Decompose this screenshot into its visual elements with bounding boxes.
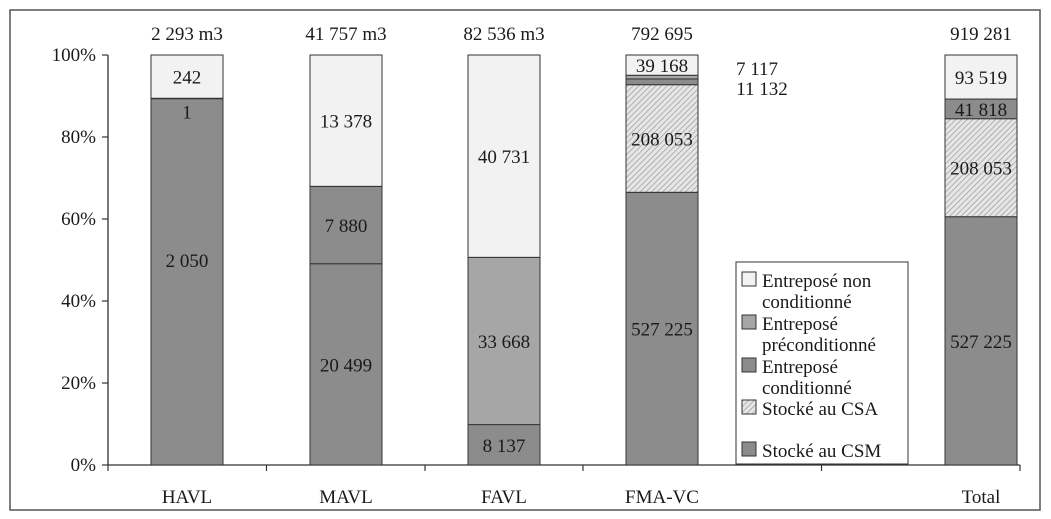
legend-label: conditionné bbox=[762, 292, 852, 313]
legend-label: Entreposé non bbox=[762, 271, 872, 292]
bar-segment bbox=[625, 84, 699, 193]
data-label: 40 731 bbox=[478, 147, 530, 168]
bar-total-label: 919 281 bbox=[950, 24, 1012, 45]
data-label: 11 132 bbox=[736, 79, 788, 100]
legend: Entreposé nonconditionnéEntreposéprécond… bbox=[735, 261, 909, 465]
bar-segment bbox=[944, 216, 1018, 466]
x-tick-label: FAVL bbox=[481, 487, 527, 508]
x-tick-label: FMA-VC bbox=[625, 487, 699, 508]
bar-total-label: 2 293 m3 bbox=[151, 24, 223, 45]
bar-segment bbox=[150, 54, 224, 99]
bar-segment bbox=[150, 97, 224, 466]
x-tick-label: MAVL bbox=[319, 487, 373, 508]
legend-label: Stocké au CSA bbox=[762, 399, 878, 420]
bar-segment bbox=[467, 256, 541, 426]
data-label: 7 880 bbox=[325, 216, 368, 237]
data-label: 93 519 bbox=[955, 68, 1007, 89]
x-tick-label: HAVL bbox=[162, 487, 212, 508]
bars bbox=[150, 54, 1018, 466]
bar-total-label: 82 536 m3 bbox=[463, 24, 544, 45]
bar-segment bbox=[625, 191, 699, 466]
legend-swatch bbox=[741, 357, 757, 373]
legend-label: conditionné bbox=[762, 378, 852, 399]
data-label: 1 bbox=[182, 102, 192, 123]
legend-swatch bbox=[741, 314, 757, 330]
legend-label: Entreposé bbox=[762, 314, 838, 335]
y-tick-label: 20% bbox=[61, 373, 96, 394]
bar-segment bbox=[467, 54, 541, 258]
y-tick-label: 100% bbox=[52, 45, 97, 66]
data-label: 7 117 bbox=[736, 59, 778, 80]
legend-label: Entreposé bbox=[762, 357, 838, 378]
bar-segment bbox=[309, 185, 383, 265]
y-tick-label: 40% bbox=[61, 291, 96, 312]
bar-segment bbox=[944, 118, 1018, 218]
data-labels: 2 050 1 242 20 499 7 880 13 378 8 137 33 668 40 … bbox=[166, 56, 1012, 457]
data-label: 20 499 bbox=[320, 355, 372, 376]
data-label: 527 225 bbox=[950, 332, 1012, 353]
bar-total-label: 41 757 m3 bbox=[305, 24, 386, 45]
data-label: 527 225 bbox=[631, 320, 693, 341]
data-label: 33 668 bbox=[478, 332, 530, 353]
data-label: 208 053 bbox=[631, 130, 693, 151]
data-label: 41 818 bbox=[955, 100, 1007, 121]
data-label: 208 053 bbox=[950, 159, 1012, 180]
bar-segment bbox=[467, 424, 541, 466]
legend-swatch bbox=[741, 271, 757, 287]
bar-total-label: 792 695 bbox=[631, 24, 693, 45]
legend-label: Stocké au CSM bbox=[762, 441, 881, 462]
x-tick-label: Total bbox=[962, 487, 1001, 508]
bar-segment bbox=[625, 78, 699, 86]
bar-segment bbox=[309, 54, 383, 187]
data-label: 8 137 bbox=[483, 436, 526, 457]
bar-segment bbox=[625, 54, 699, 76]
data-label: 242 bbox=[173, 68, 202, 89]
data-label: 39 168 bbox=[636, 56, 688, 77]
axes: 0% 20% 40% 60% 80% 100% HAVL 2 293 m3 MAVL 41 757… bbox=[52, 24, 1021, 508]
legend-label: préconditionné bbox=[762, 335, 876, 356]
y-tick-label: 60% bbox=[61, 209, 96, 230]
data-label: 13 378 bbox=[320, 112, 372, 133]
legend-box bbox=[735, 261, 909, 465]
legend-swatch bbox=[741, 399, 757, 415]
bar-segment bbox=[944, 54, 1018, 100]
legend-swatch bbox=[741, 441, 757, 457]
y-tick-label: 80% bbox=[61, 127, 96, 148]
data-label: 2 050 bbox=[166, 251, 209, 272]
chart-frame bbox=[9, 9, 1041, 511]
y-tick-label: 0% bbox=[71, 455, 97, 476]
